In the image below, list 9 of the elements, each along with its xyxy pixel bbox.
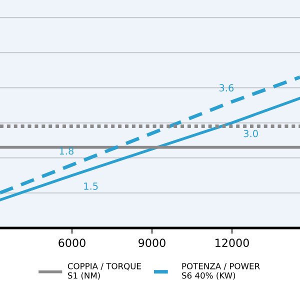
data-label: 3.0 [244,130,258,138]
legend-label: POTENZA / POWER S6 40% (KW) [182,263,260,280]
x-tick-label: 12000 [216,238,249,248]
data-label: 1.5 [84,182,98,190]
x-tick-label: 6000 [58,238,86,248]
data-label: 3.6 [219,84,234,92]
data-label: 1.8 [60,147,74,155]
x-tick-label: 9000 [138,238,166,248]
legend-label: COPPIA / TORQUE S1 (NM) [68,263,141,280]
